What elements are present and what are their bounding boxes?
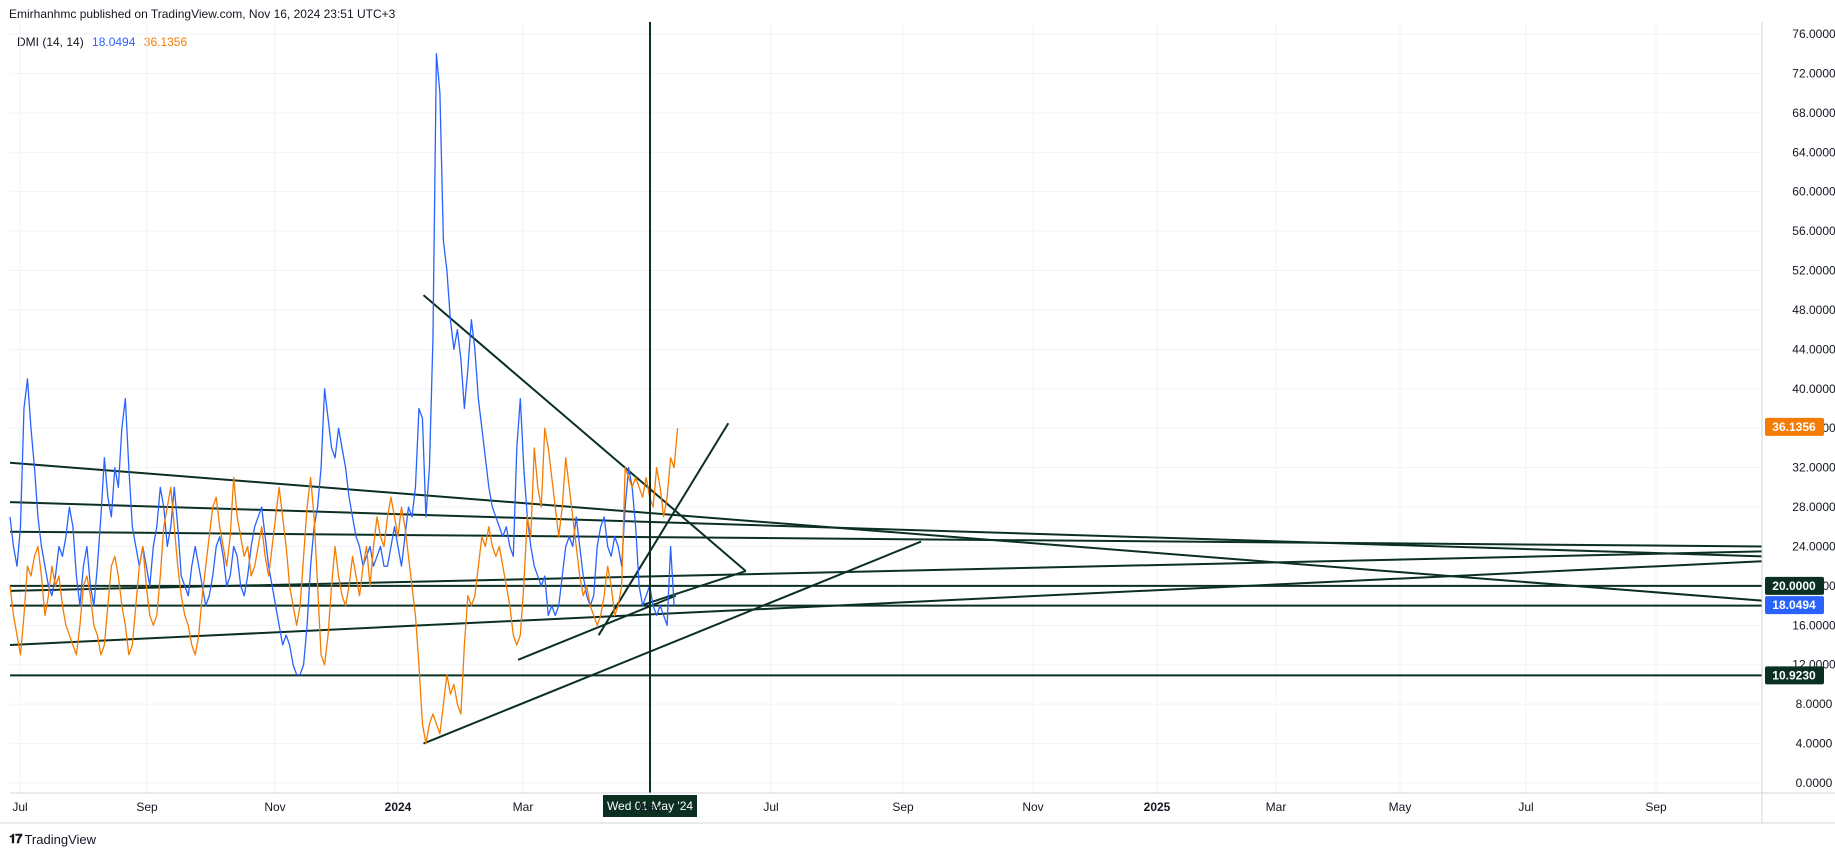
y-tick-label: 68.0000 [1792,106,1835,120]
series-lines [9,53,679,745]
trendline-9 [640,570,747,607]
indicator-name: DMI (14, 14) [17,35,84,49]
price-badge-1 [1765,576,1824,595]
x-tick-label: Jul [1518,800,1533,814]
y-tick-label: 76.0000 [1792,27,1835,41]
tradingview-logo-icon: 𝟏𝟕 [9,831,23,846]
trendline-12 [597,422,730,636]
x-tick-label: Sep [136,800,158,814]
x-tick-label: 2025 [1144,800,1171,814]
crosshair-date-label: Wed 01 May '24 [607,799,693,813]
x-tick-label: Mar [513,800,534,814]
y-tick-label: 64.0000 [1792,145,1835,159]
minus-di-value: 36.1356 [143,35,188,49]
y-tick-label: 24.0000 [1792,539,1835,553]
plus-di-value: 18.0494 [92,35,136,49]
x-tick-label: May [639,800,662,814]
indicator-legend[interactable]: DMI (14, 14) 18.0494 36.1356 [17,35,192,49]
x-tick-label: Sep [892,800,914,814]
x-tick-label: Jul [12,800,27,814]
x-tick-label: Nov [1022,800,1043,814]
trendline-4 [9,560,1763,647]
trendline-0 [9,461,1763,602]
brand-label: TradingView [24,831,97,847]
y-tick-label: 44.0000 [1792,342,1835,356]
x-tick-label: May [1389,800,1412,814]
price-badge-label: 10.9230 [1772,668,1816,682]
price-badge-label: 36.1356 [1772,420,1816,434]
y-tick-label: 32.0000 [1792,461,1835,475]
y-tick-label: 0.0000 [1796,776,1833,790]
trendline-1 [9,501,1763,558]
tradingview-brand[interactable]: 𝟏𝟕 TradingView [9,831,96,847]
crosshair-date-badge [603,795,697,817]
y-tick-label: 52.0000 [1792,264,1835,278]
x-tick-label: Mar [1266,800,1287,814]
trendline-8 [422,294,747,572]
y-tick-label: 56.0000 [1792,224,1835,238]
crosshair: Wed 01 May '24 [603,22,697,817]
x-tick-label: Jul [763,800,778,814]
price-badge-label: 20.0000 [1772,579,1816,593]
y-tick-label: 40.0000 [1792,382,1835,396]
x-tick-label: Sep [1645,800,1667,814]
series-di [9,53,675,676]
x-tick-label: 2024 [385,800,412,814]
price-badges: 36.1356 20.0000 18.0494 10.9230 [1765,417,1824,685]
publish-header: Emirhanhmc published on TradingView.com,… [9,7,396,21]
x-tick-label: Nov [264,800,285,814]
y-tick-label: 4.0000 [1796,737,1833,751]
price-badge-3 [1765,666,1824,685]
y-tick-label: 8.0000 [1796,697,1833,711]
price-badge-0 [1765,417,1824,436]
drawn-trendlines[interactable] [9,294,1763,745]
trendline-2 [9,530,1763,548]
y-tick-label: 60.0000 [1792,185,1835,199]
y-tick-label: 16.0000 [1792,618,1835,632]
y-tick-label: 28.0000 [1792,500,1835,514]
price-badge-2 [1765,596,1824,615]
trendline-10 [423,540,922,745]
grid-lines [10,22,1762,793]
price-badge-label: 18.0494 [1772,598,1816,612]
axes: 76.0000 72.0000 68.0000 64.0000 60.0000 56.00… [0,22,1835,824]
y-tick-label: 48.0000 [1792,303,1835,317]
y-tick-label: 72.0000 [1792,66,1835,80]
series-di [9,427,679,745]
